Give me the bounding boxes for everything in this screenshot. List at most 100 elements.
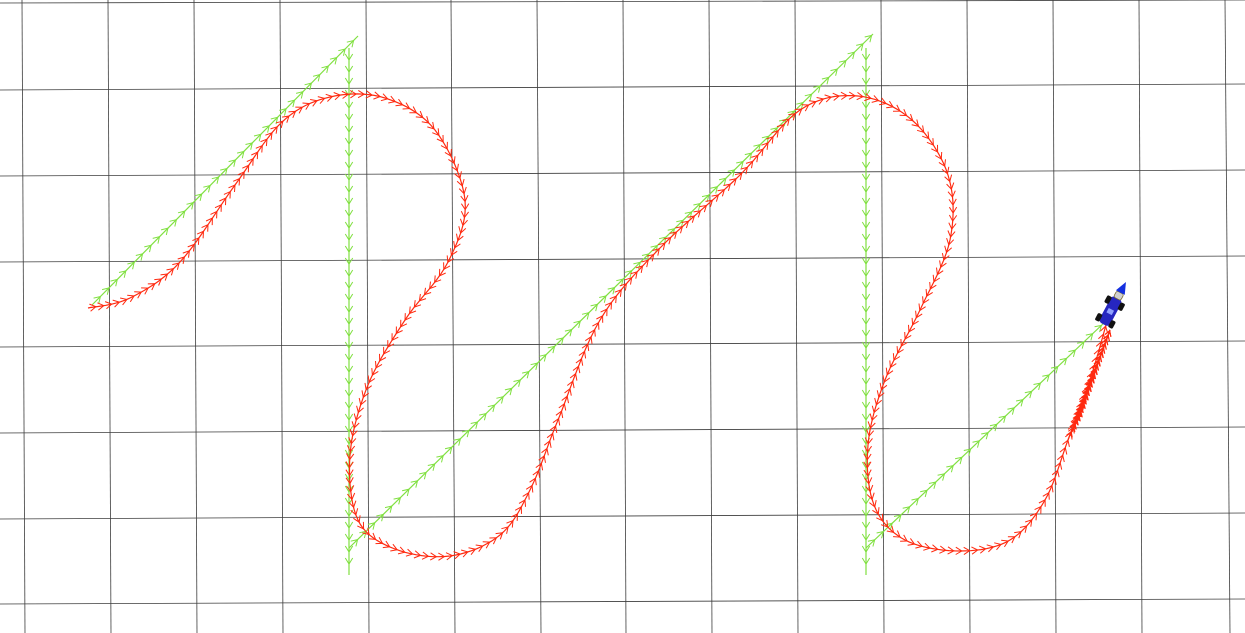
planned-path-arrow-marker [861, 521, 871, 529]
planned-path-arrow-marker [344, 449, 354, 457]
planned-path-arrow-marker [861, 173, 871, 181]
driven-path-arrow-marker [529, 477, 537, 486]
driven-path-arrow-marker [816, 97, 825, 105]
driven-path-arrow-marker [880, 519, 889, 528]
driven-path-arrow-marker [922, 296, 930, 305]
planned-path-arrow-marker [861, 65, 871, 73]
planned-path-arrow-marker [346, 39, 355, 48]
planned-path-arrow-marker [211, 176, 220, 184]
driven-path-arrow-marker [349, 90, 358, 99]
driven-path-arrow-marker [275, 120, 284, 129]
planned-path-arrow-marker [676, 219, 684, 228]
driven-path-arrow-marker [172, 262, 180, 270]
grid-line-horizontal [0, 255, 1245, 263]
driven-path-arrow-marker [600, 308, 608, 317]
driven-path-arrow-marker [237, 171, 245, 179]
driven-path-arrow-marker [885, 367, 894, 376]
planned-path-arrow-marker [344, 281, 354, 289]
planned-path-arrow-marker [344, 101, 354, 109]
driven-path-arrow-marker [451, 163, 459, 172]
grid-line-horizontal [0, 340, 1245, 348]
driven-path-arrow-marker [675, 225, 684, 234]
driven-path-arrow-marker [375, 537, 384, 545]
driven-path-arrow-marker [801, 104, 810, 112]
planned-path-arrow-marker [344, 173, 354, 181]
robot-wheel [1117, 302, 1125, 311]
driven-path-tail-arrow-marker [1091, 368, 1098, 376]
planned-path-arrow-marker [344, 401, 354, 409]
planned-path-arrow-marker [861, 485, 871, 493]
driven-path-arrow-marker [876, 390, 885, 399]
driven-path-arrow-marker [569, 372, 578, 381]
driven-path-arrow-marker [397, 546, 406, 555]
driven-path-arrow-marker [346, 485, 355, 493]
driven-path-arrow-marker [824, 94, 833, 103]
driven-path-arrow-marker [944, 174, 953, 183]
driven-path-arrow-marker [555, 410, 564, 419]
driven-path-arrow-marker [454, 171, 462, 180]
grid-line-vertical [794, 0, 799, 633]
planned-path-arrow-marker [744, 152, 753, 160]
driven-path-arrow-marker [630, 271, 638, 279]
planned-path-arrow-marker [981, 431, 989, 440]
driven-path-arrow-marker [325, 93, 334, 102]
driven-path-arrow-marker [948, 206, 958, 215]
planned-path-arrow-marker [861, 353, 871, 361]
planned-path-arrow-marker [127, 261, 135, 270]
driven-path-arrow-marker [892, 353, 901, 362]
driven-path-arrow-marker [971, 546, 979, 555]
driven-path-arrow-marker [192, 237, 200, 245]
driven-path-arrow-marker [578, 350, 587, 359]
driven-path-arrow-marker [788, 112, 796, 121]
driven-path-arrow-marker [440, 141, 448, 150]
planned-path-arrow-marker [513, 379, 521, 387]
robot-sensor [1113, 291, 1124, 301]
driven-path-arrow-marker [866, 492, 875, 501]
planned-path-arrow-marker [344, 425, 354, 433]
driven-path-arrow-marker [566, 380, 575, 389]
driven-path-arrow-marker [911, 119, 920, 127]
planned-path-arrow-marker [838, 59, 847, 68]
driven-path-arrow-marker [438, 552, 446, 561]
driven-path-arrow-marker [302, 102, 311, 110]
planned-path [91, 33, 1106, 575]
driven-path-arrow-marker [596, 314, 604, 323]
planned-path-arrow-marker [344, 341, 354, 349]
driven-path-arrow-marker [104, 301, 113, 310]
planned-path-arrow-marker [876, 530, 885, 539]
driven-path-arrow-marker [388, 95, 397, 104]
planned-path-arrow-marker [804, 93, 813, 102]
driven-path-arrow-marker [729, 178, 737, 186]
driven-path-arrow-marker [434, 275, 442, 284]
planned-path-arrow-marker [821, 76, 830, 85]
driven-path-arrow-marker [1049, 477, 1057, 485]
grid-line-vertical [966, 0, 971, 633]
driven-path-arrow-marker [745, 160, 754, 169]
planned-path-arrow-marker [658, 236, 667, 245]
driven-path-arrow-marker [201, 223, 209, 232]
driven-path-arrow-marker [333, 92, 342, 101]
driven-path-arrow-marker [864, 93, 872, 102]
driven-path-arrow-marker [383, 346, 391, 355]
driven-path-arrow-marker [546, 432, 555, 441]
driven-path-arrow-marker [353, 515, 361, 524]
planned-path-arrow-marker [861, 509, 871, 517]
driven-path-arrow-marker [948, 222, 957, 231]
planned-path-arrow-marker [287, 99, 296, 108]
planned-path-arrow-marker [1042, 374, 1050, 382]
driven-path-arrow-marker [1001, 539, 1010, 548]
planned-path-arrow-marker [220, 167, 228, 176]
driven-path-arrow-marker [929, 281, 937, 290]
driven-path-arrow-marker [219, 197, 227, 206]
planned-path-arrow-marker [861, 101, 871, 109]
driven-path-arrow-marker [904, 331, 912, 340]
driven-path-arrow-marker [232, 177, 241, 186]
planned-path-arrow-marker [861, 233, 871, 241]
driven-path-arrow-marker [1042, 491, 1050, 500]
planned-path-arrow-marker [861, 113, 871, 121]
driven-path-arrow-marker [740, 166, 749, 175]
driven-path-arrow-marker [641, 259, 649, 268]
car-robot-icon[interactable] [1095, 277, 1135, 329]
